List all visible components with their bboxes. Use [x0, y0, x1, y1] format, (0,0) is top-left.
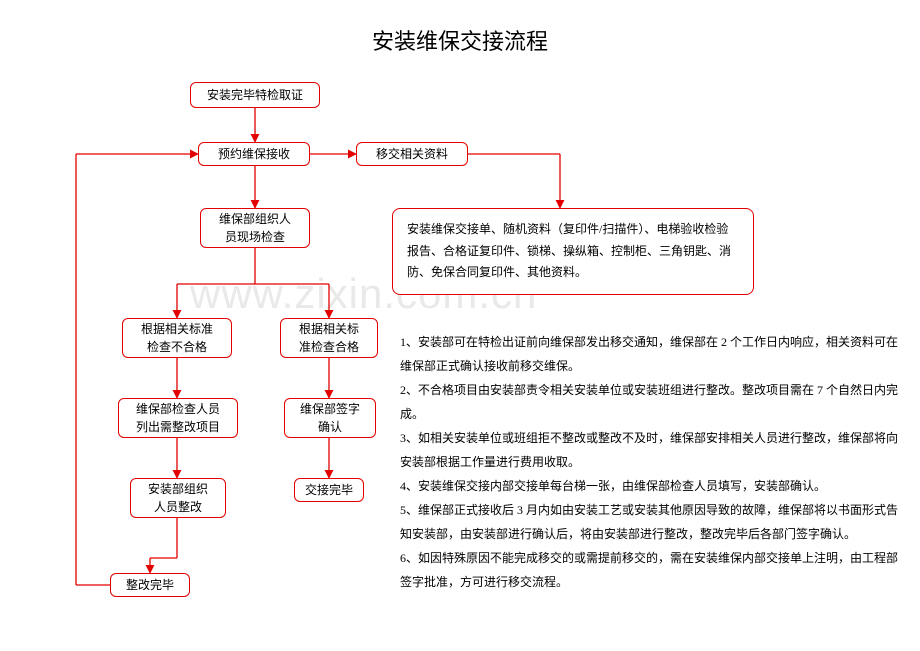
node-handover-done: 交接完毕	[294, 478, 364, 502]
node-fix-done: 整改完毕	[110, 573, 190, 597]
node-handover-docs: 移交相关资料	[356, 142, 468, 166]
note-item: 1、安装部可在特检出证前向维保部发出移交通知，维保部在 2 个工作日内响应，相关…	[400, 330, 900, 378]
note-item: 6、如因特殊原因不能完成移交的或需提前移交的，需在安装维保内部交接单上注明，由工…	[400, 546, 900, 594]
notes-block: 1、安装部可在特检出证前向维保部发出移交通知，维保部在 2 个工作日内响应，相关…	[400, 330, 900, 594]
note-item: 4、安装维保交接内部交接单每台梯一张，由维保部检查人员填写，安装部确认。	[400, 474, 900, 498]
note-item: 5、维保部正式接收后 3 月内如由安装工艺或安装其他原因导致的故障，维保部将以书…	[400, 498, 900, 546]
note-item: 3、如相关安装单位或班组拒不整改或整改不及时，维保部安排相关人员进行整改，维保部…	[400, 426, 900, 474]
infobox-documents: 安装维保交接单、随机资料（复印件/扫描件）、电梯验收检验报告、合格证复印件、锁梯…	[392, 208, 754, 295]
node-sign-confirm: 维保部签字 确认	[284, 398, 376, 438]
node-arrange-fix: 安装部组织 人员整改	[130, 478, 226, 518]
node-onsite-check: 维保部组织人 员现场检查	[200, 208, 310, 248]
node-check-pass: 根据相关标 准检查合格	[280, 318, 378, 358]
node-appointment: 预约维保接收	[198, 142, 310, 166]
node-install-complete: 安装完毕特检取证	[190, 82, 320, 108]
note-item: 2、不合格项目由安装部责令相关安装单位或安装班组进行整改。整改项目需在 7 个自…	[400, 378, 900, 426]
node-check-fail: 根据相关标准 检查不合格	[122, 318, 232, 358]
node-list-fix-items: 维保部检查人员 列出需整改项目	[118, 398, 238, 438]
page-title: 安装维保交接流程	[0, 24, 920, 56]
